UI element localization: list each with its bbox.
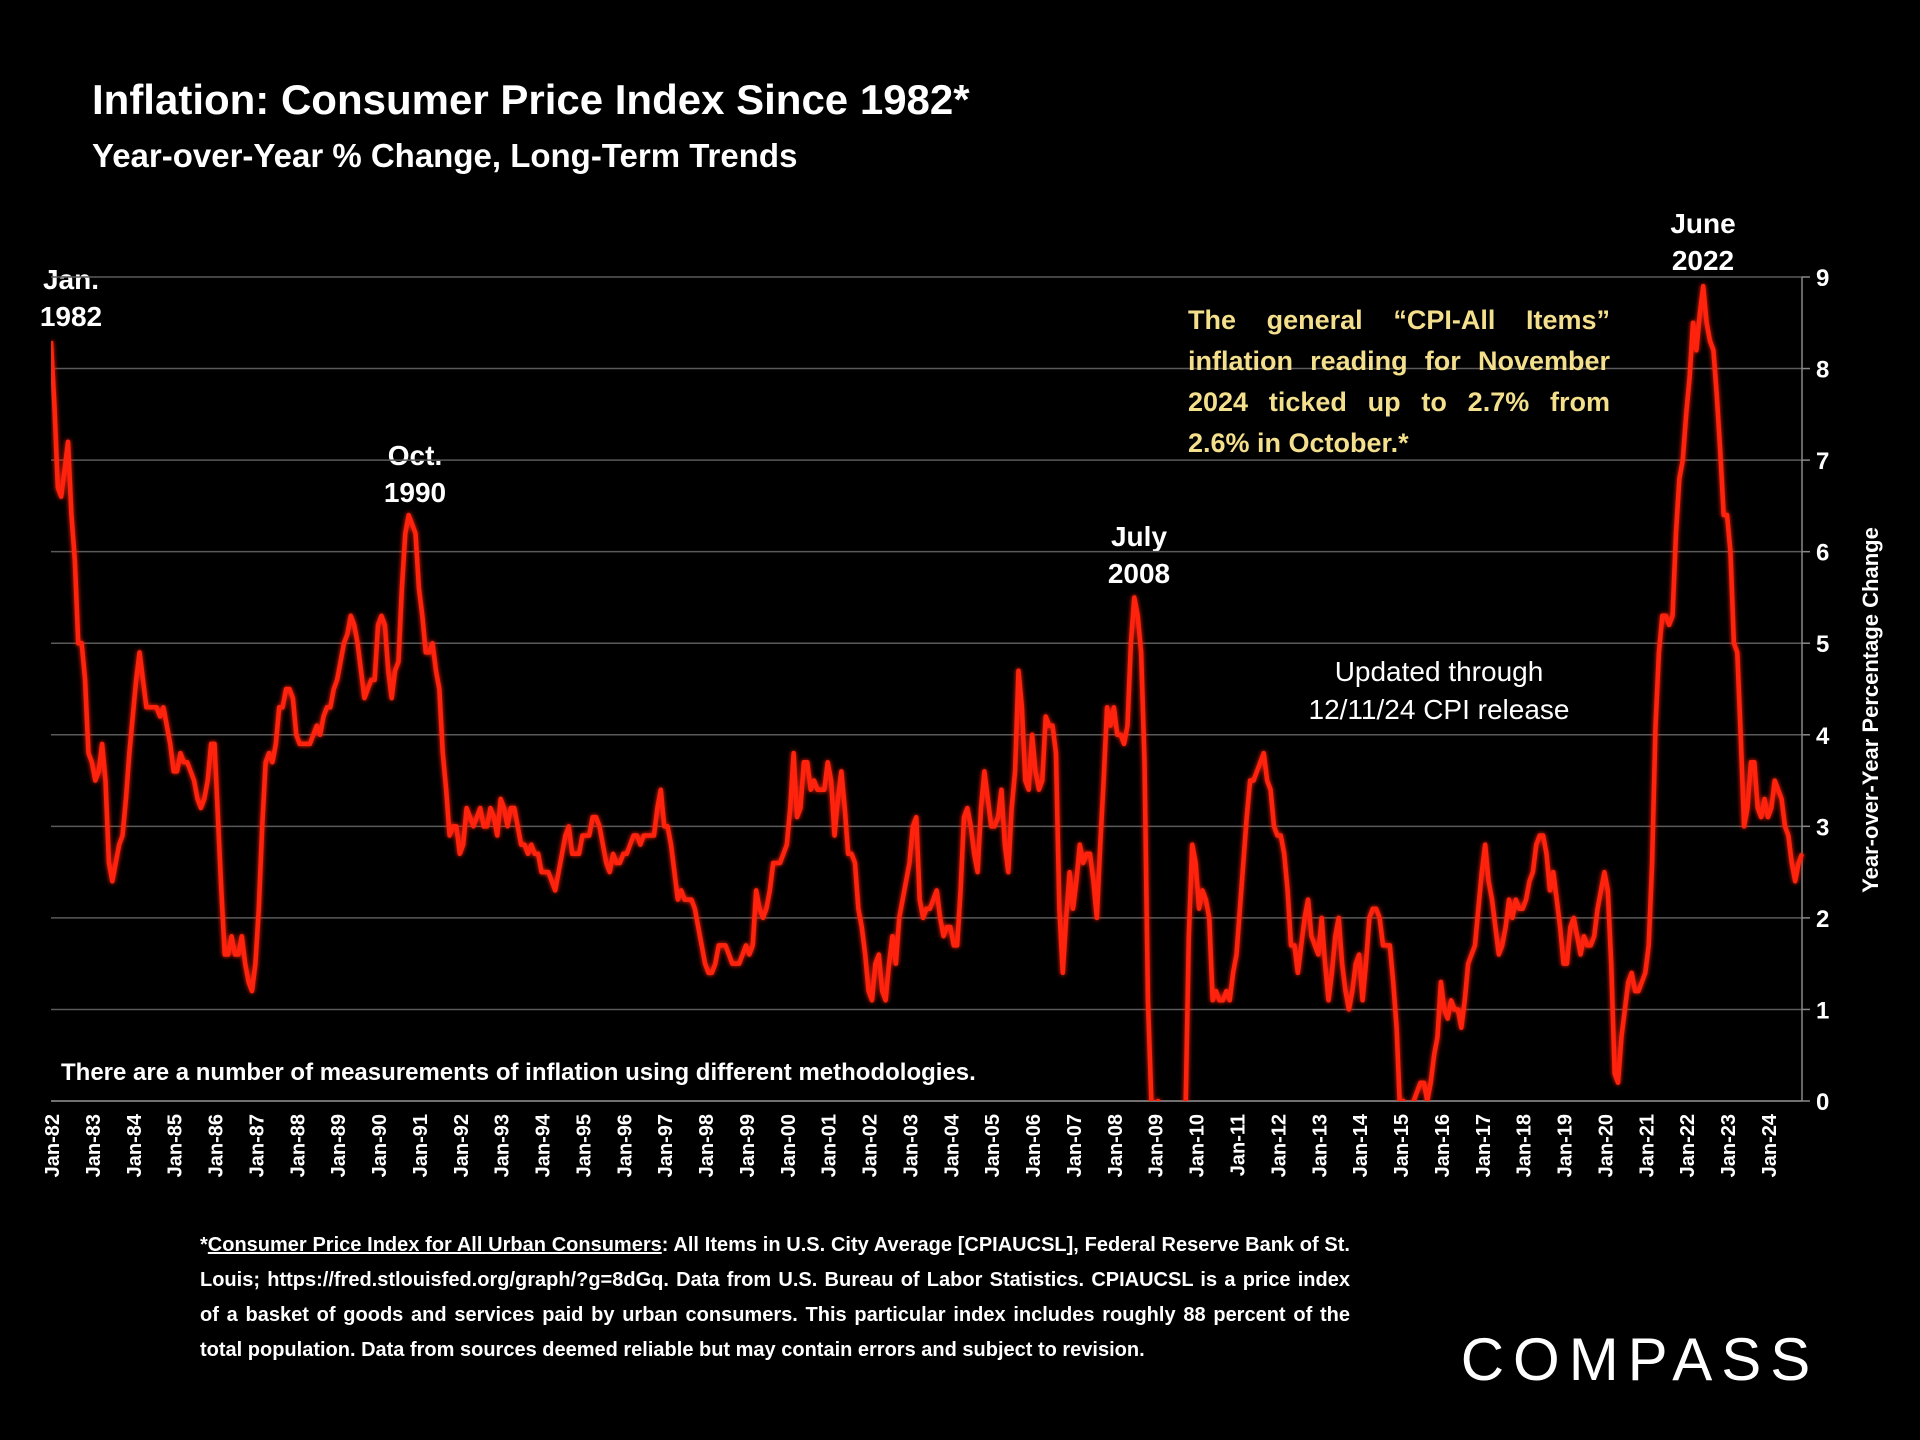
footnote-star: * (200, 1234, 208, 1256)
annotation: Oct. (388, 440, 442, 471)
x-tick-label: Jan-10 (1187, 1114, 1209, 1177)
x-tick-label: Jan-85 (165, 1114, 187, 1177)
y-tick-label: 2 (1816, 906, 1829, 933)
logo: COMPASS (1461, 1326, 1820, 1393)
x-tick-label: Jan-99 (737, 1114, 759, 1177)
x-tick-label: Jan-19 (1555, 1114, 1577, 1177)
x-tick-label: Jan-04 (941, 1113, 963, 1177)
x-tick-label: Jan-12 (1268, 1114, 1290, 1177)
footnote-text: : All Items in U.S. City Average [CPIAUC… (200, 1234, 1350, 1361)
x-tick-label: Jan-84 (124, 1113, 146, 1177)
method-note: There are a number of measurements of in… (61, 1059, 976, 1086)
y-tick-label: 0 (1816, 1089, 1829, 1116)
x-tick-label: Jan-97 (655, 1114, 677, 1177)
footnote: *Consumer Price Index for All Urban Cons… (200, 1228, 1350, 1368)
footnote-source: Consumer Price Index for All Urban Consu… (207, 1234, 662, 1256)
x-tick-label: Jan-03 (900, 1114, 922, 1177)
y-tick-label: 3 (1816, 814, 1829, 841)
x-tick-label: Jan-92 (451, 1114, 473, 1177)
cpi-line (51, 283, 1805, 1101)
y-tick-label: 9 (1816, 265, 1829, 292)
x-tick-label: Jan-89 (328, 1114, 350, 1177)
annotation: 1990 (384, 477, 446, 508)
annotation: June (1670, 208, 1735, 239)
callout: The general “CPI-All Items” inflation re… (1188, 305, 1610, 458)
updated-note: 12/11/24 CPI release (1309, 694, 1570, 725)
x-tick-label: Jan-21 (1636, 1114, 1658, 1177)
x-tick-label: Jan-90 (369, 1114, 391, 1177)
x-tick-label: Jan-08 (1105, 1114, 1127, 1177)
x-tick-label: Jan-82 (42, 1114, 64, 1177)
x-tick-label: Jan-22 (1677, 1114, 1699, 1177)
annotation: July (1111, 521, 1167, 552)
x-tick-label: Jan-83 (83, 1114, 105, 1177)
x-tick-label: Jan-14 (1350, 1113, 1372, 1177)
x-tick-label: Jan-13 (1309, 1114, 1331, 1177)
x-tick-label: Jan-06 (1023, 1114, 1045, 1177)
y-axis-label: Year-over-Year Percentage Change (1858, 527, 1883, 893)
x-tick-label: Jan-18 (1514, 1114, 1536, 1177)
x-tick-label: Jan-15 (1391, 1114, 1413, 1177)
x-tick-label: Jan-09 (1146, 1114, 1168, 1177)
chart-title: Inflation: Consumer Price Index Since 19… (92, 76, 970, 123)
x-tick-label: Jan-91 (410, 1114, 432, 1177)
y-tick-label: 7 (1816, 448, 1829, 475)
annotation: 1982 (40, 301, 102, 332)
x-tick-label: Jan-17 (1473, 1114, 1495, 1177)
x-tick-label: Jan-98 (696, 1114, 718, 1177)
y-tick-label: 1 (1816, 997, 1829, 1024)
chart-subtitle: Year-over-Year % Change, Long-Term Trend… (92, 137, 797, 174)
x-tick-label: Jan-20 (1595, 1114, 1617, 1177)
x-tick-label: Jan-16 (1432, 1114, 1454, 1177)
x-tick-label: Jan-00 (778, 1114, 800, 1177)
x-tick-label: Jan-11 (1228, 1114, 1250, 1176)
y-tick-label: 4 (1816, 723, 1830, 750)
updated-note: Updated through (1335, 656, 1544, 687)
x-tick-label: Jan-96 (614, 1114, 636, 1177)
annotation: 2008 (1108, 558, 1170, 589)
x-tick-label: Jan-05 (982, 1114, 1004, 1177)
annotation: Jan. (43, 264, 99, 295)
x-tick-label: Jan-94 (533, 1113, 555, 1177)
y-tick-label: 6 (1816, 540, 1829, 567)
x-tick-label: Jan-88 (287, 1114, 309, 1177)
annotations: Jan. 1982 Oct. 1990 July 2008 June 2022 (40, 208, 1736, 589)
x-tick-label: Jan-86 (206, 1114, 228, 1177)
x-tick-label: Jan-93 (492, 1114, 514, 1177)
x-tick-label: Jan-07 (1064, 1114, 1086, 1177)
x-tick-label: Jan-95 (573, 1114, 595, 1177)
x-tick-label: Jan-23 (1718, 1114, 1740, 1177)
x-tick-label: Jan-87 (246, 1114, 268, 1177)
y-tick-label: 5 (1816, 631, 1829, 658)
x-tick-label: Jan-02 (860, 1114, 882, 1177)
y-tick-label: 8 (1816, 357, 1829, 384)
x-tick-label: Jan-24 (1759, 1113, 1781, 1177)
x-tick-label: Jan-01 (819, 1114, 841, 1177)
annotation: 2022 (1672, 245, 1734, 276)
